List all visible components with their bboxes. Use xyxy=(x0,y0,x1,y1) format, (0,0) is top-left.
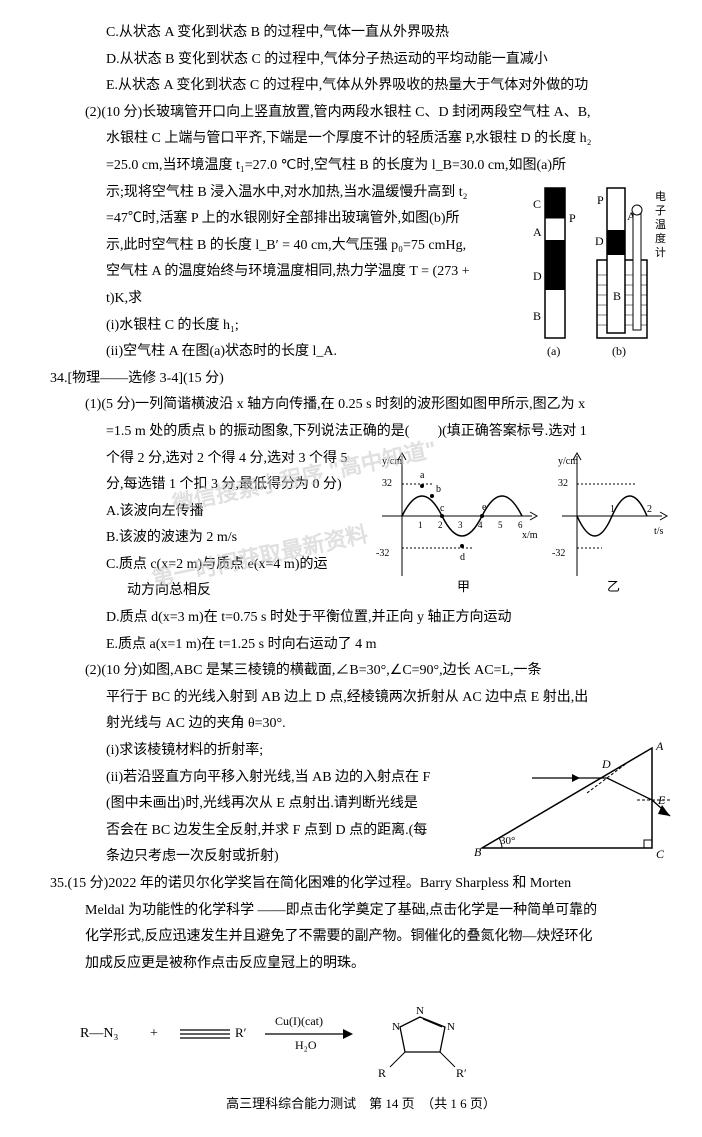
q34-1-l3: 个得 2 分,选对 2 个得 4 分,选对 3 个得 5 xyxy=(50,446,364,473)
q33-option-e: E.从状态 A 变化到状态 C 的过程中,气体从外界吸收的热量大于气体对外做的功 xyxy=(50,73,672,100)
svg-text:乙: 乙 xyxy=(607,579,620,594)
q34-2-l1: (2)(10 分)如图,ABC 是某三棱镜的横截面,∠B=30°,∠C=90°,… xyxy=(50,658,672,685)
svg-text:D: D xyxy=(595,234,604,248)
q35-l4: 加成反应更是被称作点击反应皇冠上的明珠。 xyxy=(50,951,672,978)
q34-title: 34.[物理——选修 3-4](15 分) xyxy=(50,366,672,393)
svg-text:2: 2 xyxy=(647,504,652,515)
label-c: C xyxy=(533,197,541,211)
svg-text:A: A xyxy=(655,739,664,753)
page-footer: 高三理科综合能力测试 第 14 页 （共 1 6 页） xyxy=(50,1092,672,1117)
svg-text:-32: -32 xyxy=(376,548,389,559)
label-p: P xyxy=(569,211,576,225)
q33-option-c: C.从状态 A 变化到状态 B 的过程中,气体一直从外界吸热 xyxy=(50,20,672,47)
svg-text:C: C xyxy=(656,847,665,861)
q34-a: A.该波向左传播 xyxy=(50,499,364,526)
q34-1-l2: =1.5 m 处的质点 b 的振动图象,下列说法正确的是( )(填正确答案标号.… xyxy=(50,419,672,446)
q35-l1: 35.(15 分)2022 年的诺贝尔化学奖旨在简化困难的化学过程。Barry … xyxy=(50,871,672,898)
svg-text:y/cm: y/cm xyxy=(558,456,578,467)
q33-2-line6: 示,此时空气柱 B 的长度 l_B′ = 40 cm,大气压强 p₀=75 cm… xyxy=(50,233,519,260)
svg-text:N: N xyxy=(392,1021,400,1033)
svg-text:t/s: t/s xyxy=(654,526,664,537)
q33-2-line4: 示;现将空气柱 B 浸入温水中,对水加热,当水温缓慢升高到 t₂ xyxy=(50,180,519,207)
svg-text:d: d xyxy=(460,552,465,563)
svg-text:32: 32 xyxy=(382,478,392,489)
label-d: D xyxy=(533,269,542,283)
q34-2-ii3: 否会在 BC 边发生全反射,并求 F 点到 D 点的距离.(每 xyxy=(50,818,464,845)
label-fig-a: (a) xyxy=(547,344,560,358)
q35-l3: 化学形式,反应迅速发生并且避免了不需要的副产物。铜催化的叠氮化物—炔烃环化 xyxy=(50,924,672,951)
q33-2-line7: 空气柱 A 的温度始终与环境温度相同,热力学温度 T = (273 + xyxy=(50,259,519,286)
q34-1-l1: (1)(5 分)一列简谐横波沿 x 轴方向传播,在 0.25 s 时刻的波形图如… xyxy=(50,392,672,419)
q33-option-d: D.从状态 B 变化到状态 C 的过程中,气体分子热运动的平均动能一直减小 xyxy=(50,47,672,74)
q34-c: C.质点 c(x=2 m)与质点 e(x=4 m)的运 xyxy=(50,552,364,579)
q35-l2: Meldal 为功能性的化学科学 ——即点击化学奠定了基础,点击化学是一种简单可… xyxy=(50,898,672,925)
q34-2-i: (i)求该棱镜材料的折射率; xyxy=(50,738,464,765)
tube-figure: C P A D B (a) P A D B (b) 电 子 xyxy=(527,180,672,365)
q33-2-line5: =47℃时,活塞 P 上的水银刚好全部排出玻璃管外,如图(b)所 xyxy=(50,206,519,233)
q34-2-ii2: (图中未画出)时,光线再次从 E 点射出.请判断光线是 xyxy=(50,791,464,818)
svg-text:e: e xyxy=(482,502,487,513)
svg-text:B: B xyxy=(474,845,482,859)
svg-text:R—N₃: R—N₃ xyxy=(80,1026,118,1041)
svg-text:度: 度 xyxy=(655,231,666,245)
q34-2-l2: 平行于 BC 的光线入射到 AB 边上 D 点,经棱镜两次折射从 AC 边中点 … xyxy=(50,685,672,712)
svg-text:5: 5 xyxy=(498,520,503,530)
q34-c2: 动方向总相反 xyxy=(50,578,364,605)
svg-text:B: B xyxy=(613,289,621,303)
svg-text:R′: R′ xyxy=(235,1025,247,1040)
label-b: B xyxy=(533,309,541,323)
svg-text:x/m: x/m xyxy=(522,530,538,541)
q33-2-line2: 水银柱 C 上端与管口平齐,下端是一个厚度不计的轻质活塞 P,水银柱 D 的长度… xyxy=(50,126,672,153)
svg-text:N: N xyxy=(447,1021,455,1033)
svg-text:2: 2 xyxy=(438,520,443,530)
svg-text:1: 1 xyxy=(418,520,423,530)
svg-text:R′: R′ xyxy=(456,1066,467,1077)
q34-2-ii4: 条边只考虑一次反射或折射) xyxy=(50,844,464,871)
q34-2-ii1: (ii)若沿竖直方向平移入射光线,当 AB 边的入射点在 F xyxy=(50,765,464,792)
svg-text:a: a xyxy=(420,470,425,481)
prism-figure: B C A D E 30° xyxy=(472,738,672,868)
q34-d: D.质点 d(x=3 m)在 t=0.75 s 时处于平衡位置,并正向 y 轴正… xyxy=(50,605,672,632)
svg-text:H₂O: H₂O xyxy=(295,1038,317,1052)
svg-text:c: c xyxy=(440,503,445,514)
svg-text:P: P xyxy=(597,193,604,207)
svg-text:+: + xyxy=(150,1026,158,1041)
svg-text:32: 32 xyxy=(558,478,568,489)
q33-2-i: (i)水银柱 C 的长度 h₁; xyxy=(50,313,519,340)
svg-text:Cu(I)(cat): Cu(I)(cat) xyxy=(275,1014,323,1028)
q34-1-l4: 分,每选错 1 个扣 3 分,最低得分为 0 分) xyxy=(50,472,364,499)
q34-e: E.质点 a(x=1 m)在 t=1.25 s 时向右运动了 4 m xyxy=(50,632,672,659)
svg-text:3: 3 xyxy=(458,520,463,530)
svg-text:6: 6 xyxy=(518,520,523,530)
svg-text:R: R xyxy=(378,1066,386,1077)
svg-text:b: b xyxy=(436,484,441,495)
q34-b: B.该波的波速为 2 m/s xyxy=(50,525,364,552)
q33-2-ii: (ii)空气柱 A 在图(a)状态时的长度 l_A. xyxy=(50,339,519,366)
svg-text:N: N xyxy=(416,1005,424,1017)
q34-2-l3: 射光线与 AC 边的夹角 θ=30°. xyxy=(50,711,672,738)
wave-charts: y/cm 32 -32 123 456 x/m a b c d e xyxy=(372,446,672,596)
q33-2-line1: (2)(10 分)长玻璃管开口向上竖直放置,管内两段水银柱 C、D 封闭两段空气… xyxy=(50,100,672,127)
q33-2-line8: t)K,求 xyxy=(50,286,519,313)
svg-text:D: D xyxy=(601,757,611,771)
reaction-scheme: R—N₃ + R′ Cu(I)(cat) H₂O N N N R R′ xyxy=(50,987,672,1077)
label-fig-b: (b) xyxy=(612,344,626,358)
svg-text:子: 子 xyxy=(655,204,666,217)
q33-2-line3: =25.0 cm,当环境温度 t₁=27.0 ℃时,空气柱 B 的长度为 l_B… xyxy=(50,153,672,180)
svg-text:y/cm: y/cm xyxy=(382,456,402,467)
svg-text:温: 温 xyxy=(655,218,666,231)
svg-text:30°: 30° xyxy=(500,835,515,847)
svg-text:甲: 甲 xyxy=(457,579,470,594)
svg-text:-32: -32 xyxy=(552,548,565,559)
svg-text:计: 计 xyxy=(655,246,666,259)
label-a: A xyxy=(533,225,542,239)
meter-label-1: 电 xyxy=(655,190,666,203)
